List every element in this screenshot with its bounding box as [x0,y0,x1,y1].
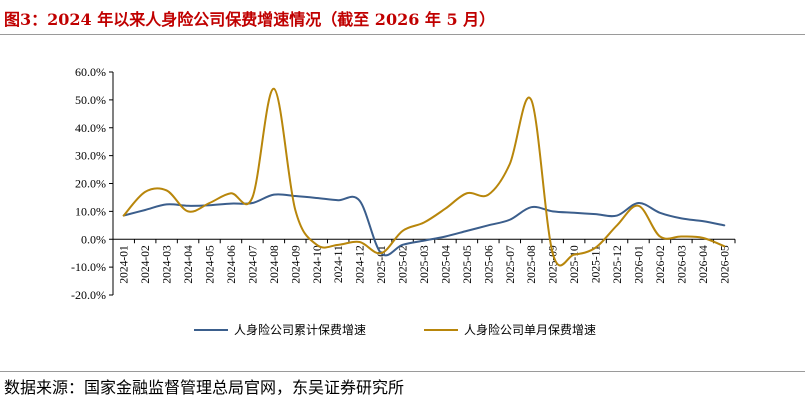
x-tick-label: 2025-12 [612,245,624,284]
x-tick-label: 2025-08 [526,245,538,284]
x-tick-label: 2024-08 [269,245,281,284]
y-tick-label: 0.0% [81,232,106,246]
x-tick-label: 2026-03 [676,245,688,284]
x-tick-label: 2025-07 [505,245,517,284]
x-tick-label: 2025-11 [591,245,603,283]
x-tick-label: 2024-09 [290,245,302,284]
x-tick-label: 2025-09 [548,245,560,284]
y-tick-label: 40.0% [75,121,106,135]
x-tick-label: 2026-04 [698,245,710,284]
x-tick-label: 2025-02 [398,245,410,284]
source-note: 数据来源：国家金融监督管理总局官网，东吴证券研究所 [4,378,405,397]
legend: 人身险公司累计保费增速 人身险公司单月保费增速 [194,322,596,337]
legend-label-2: 人身险公司单月保费增速 [464,322,596,337]
x-tick-label: 2024-02 [140,245,152,284]
x-tick-label: 2024-10 [312,245,324,284]
x-tick-label: 2025-06 [483,245,495,284]
y-tick-label: 60.0% [75,65,106,79]
x-tick-label: 2024-05 [205,245,217,284]
x-tick-label: 2025-05 [462,245,474,284]
x-tick-label: 2024-06 [226,245,238,284]
series-line-1 [122,193,726,257]
x-tick-label: 2024-12 [355,245,367,284]
y-tick-label: -20.0% [71,288,106,302]
x-tick-label: 2025-10 [569,245,581,284]
x-tick-label: 2026-02 [655,245,667,284]
x-tick-label: 2024-07 [247,245,259,284]
x-tick-label: 2024-03 [162,245,174,284]
title-rule [0,34,805,35]
x-tick-label: 2024-04 [183,245,195,284]
y-tick-label: 50.0% [75,93,106,107]
legend-label-1: 人身险公司累计保费增速 [234,322,366,337]
y-tick-label: 10.0% [75,204,106,218]
x-tick-label: 2026-01 [633,245,645,284]
series-line-2 [122,87,726,267]
x-tick-label: 2025-03 [419,245,431,284]
y-tick-label: -10.0% [71,260,106,274]
y-tick-label: 30.0% [75,149,106,163]
x-tick-labels: 2024-01 2024-02 2024-03 2024-04 2024-05 2024-… [119,245,732,284]
y-tick-labels: 60.0% 50.0% 40.0% 30.0% 20.0% 10.0% 0.0% -10.0%… [71,65,106,302]
line-chart: 60.0% 50.0% 40.0% 30.0% 20.0% 10.0% 0.0% -10.0%… [71,65,736,337]
x-tick-label: 2025-04 [440,245,452,284]
y-tick-label: 20.0% [75,177,106,191]
x-tick-label: 2026-05 [719,245,731,284]
series-lines [122,87,726,267]
x-tick-label: 2024-11 [333,245,345,283]
source-rule [0,371,805,372]
x-tick-label: 2024-01 [119,245,131,284]
chart-title: 图3：2024 年以来人身险公司保费增速情况（截至 2026 年 5 月） [4,10,496,29]
axes [109,71,736,296]
